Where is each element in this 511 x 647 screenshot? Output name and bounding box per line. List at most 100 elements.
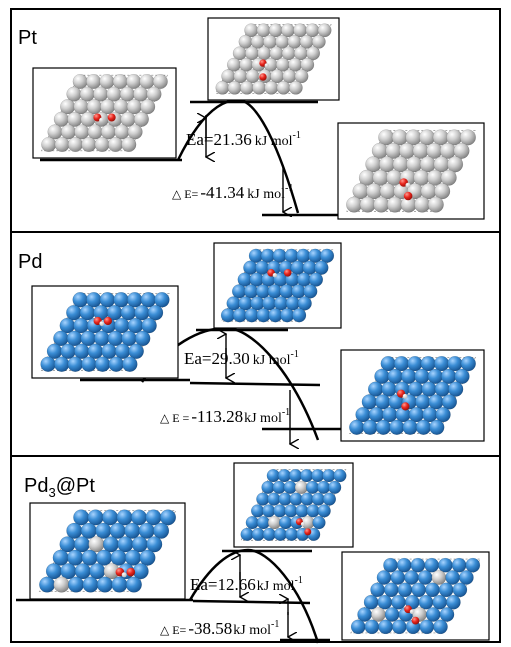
surface-atom <box>317 480 331 495</box>
surface-atom <box>125 576 142 593</box>
activation-energy-label: Ea=29.30 kJ mol-1 <box>184 349 299 368</box>
surface-atom <box>399 142 416 159</box>
surface-atom <box>73 343 90 359</box>
surface-atom <box>433 619 448 635</box>
surface-atom <box>386 196 403 213</box>
surface-atom <box>107 330 124 347</box>
surface-atom <box>308 272 324 287</box>
surface-atom <box>288 469 303 483</box>
surface-atom <box>357 607 372 622</box>
surface-atom <box>397 582 413 598</box>
surface-atom <box>124 522 141 539</box>
surface-atom <box>389 419 405 435</box>
surface-atom <box>53 330 69 347</box>
oxygen-atom <box>411 616 420 625</box>
surface-atom <box>419 619 435 635</box>
surface-atom <box>72 73 88 89</box>
surface-atom <box>40 356 56 372</box>
surface-atom <box>262 527 276 542</box>
surface-atom <box>66 330 83 347</box>
surface-atom <box>425 582 440 598</box>
surface-atom <box>289 492 303 506</box>
final-state-slab <box>349 356 476 435</box>
surface-atom <box>114 343 131 359</box>
surface-atom <box>227 80 242 95</box>
surface-atom <box>79 305 96 321</box>
surface-atom <box>252 80 267 95</box>
surface-atom <box>120 111 136 127</box>
hydrogen-atom <box>264 63 269 68</box>
activation-energy-label: Ea=12.66kJ mol-1 <box>190 575 303 594</box>
surface-atom <box>95 522 112 539</box>
surface-atom <box>81 136 97 152</box>
surface-atom <box>94 136 110 152</box>
surface-atom <box>251 527 265 542</box>
surface-atom <box>305 480 320 495</box>
surface-atom <box>439 607 455 622</box>
surface-atom <box>134 330 151 347</box>
surface-atom <box>139 549 156 566</box>
surface-atom <box>67 356 84 372</box>
surface-atom <box>87 509 104 526</box>
surface-atom <box>333 469 347 483</box>
surface-atom <box>273 527 288 542</box>
surface-atom <box>439 142 456 159</box>
surface-atom <box>415 419 432 435</box>
surface-atom <box>368 381 384 397</box>
surface-atom <box>239 80 254 95</box>
surface-atom <box>446 594 461 610</box>
surface-atom <box>434 183 451 200</box>
surface-atom <box>278 492 292 506</box>
surface-atom <box>39 576 56 593</box>
surface-atom <box>422 407 438 423</box>
surface-atom <box>261 480 275 495</box>
surface-atom <box>140 292 157 308</box>
surface-atom <box>109 522 126 539</box>
oxygen-atom <box>259 73 267 81</box>
surface-atom <box>373 196 390 213</box>
panel-title: Pd3@Pt <box>24 475 95 500</box>
surface-atom <box>127 124 143 140</box>
activation-energy-label: Ea=21.36 kJ mol-1 <box>186 130 301 149</box>
surface-atom <box>374 368 390 385</box>
surface-atom <box>53 576 70 593</box>
surface-atom <box>415 394 431 410</box>
surface-atom <box>60 124 76 140</box>
surface-atom <box>73 536 90 553</box>
surface-atom <box>434 381 450 397</box>
surface-atom <box>106 86 122 102</box>
surface-atom <box>111 576 128 593</box>
surface-atom <box>79 86 95 102</box>
surface-atom <box>215 80 230 95</box>
surface-atom <box>89 563 106 580</box>
surface-atom <box>284 504 298 518</box>
surface-atom <box>379 156 396 173</box>
reaction-energy-label: △ E= -41.34 kJ mol-1 <box>172 183 293 202</box>
surface-atom <box>264 80 279 95</box>
surface-atom <box>447 156 464 173</box>
surface-atom <box>377 594 393 610</box>
surface-atom <box>312 515 326 530</box>
surface-atom <box>60 343 76 359</box>
surface-atom <box>279 515 293 530</box>
surface-atom <box>294 480 309 495</box>
hydrogen-atom <box>300 522 306 527</box>
surface-atom <box>80 330 96 347</box>
surface-atom <box>159 509 176 526</box>
surface-atom <box>404 570 419 585</box>
surface-atom <box>402 419 418 435</box>
surface-atom <box>74 124 90 140</box>
surface-atom <box>300 57 315 72</box>
surface-atom <box>427 368 443 385</box>
surface-atom <box>311 492 325 506</box>
surface-atom <box>371 142 388 159</box>
surface-atom <box>100 99 116 115</box>
surface-atom <box>433 156 450 173</box>
surface-atom <box>427 169 444 186</box>
surface-atom <box>132 563 149 580</box>
surface-atom <box>256 515 271 530</box>
surface-atom <box>147 305 164 321</box>
surface-atom <box>383 582 399 598</box>
transition-state-slab <box>215 23 332 95</box>
surface-atom <box>283 480 297 495</box>
